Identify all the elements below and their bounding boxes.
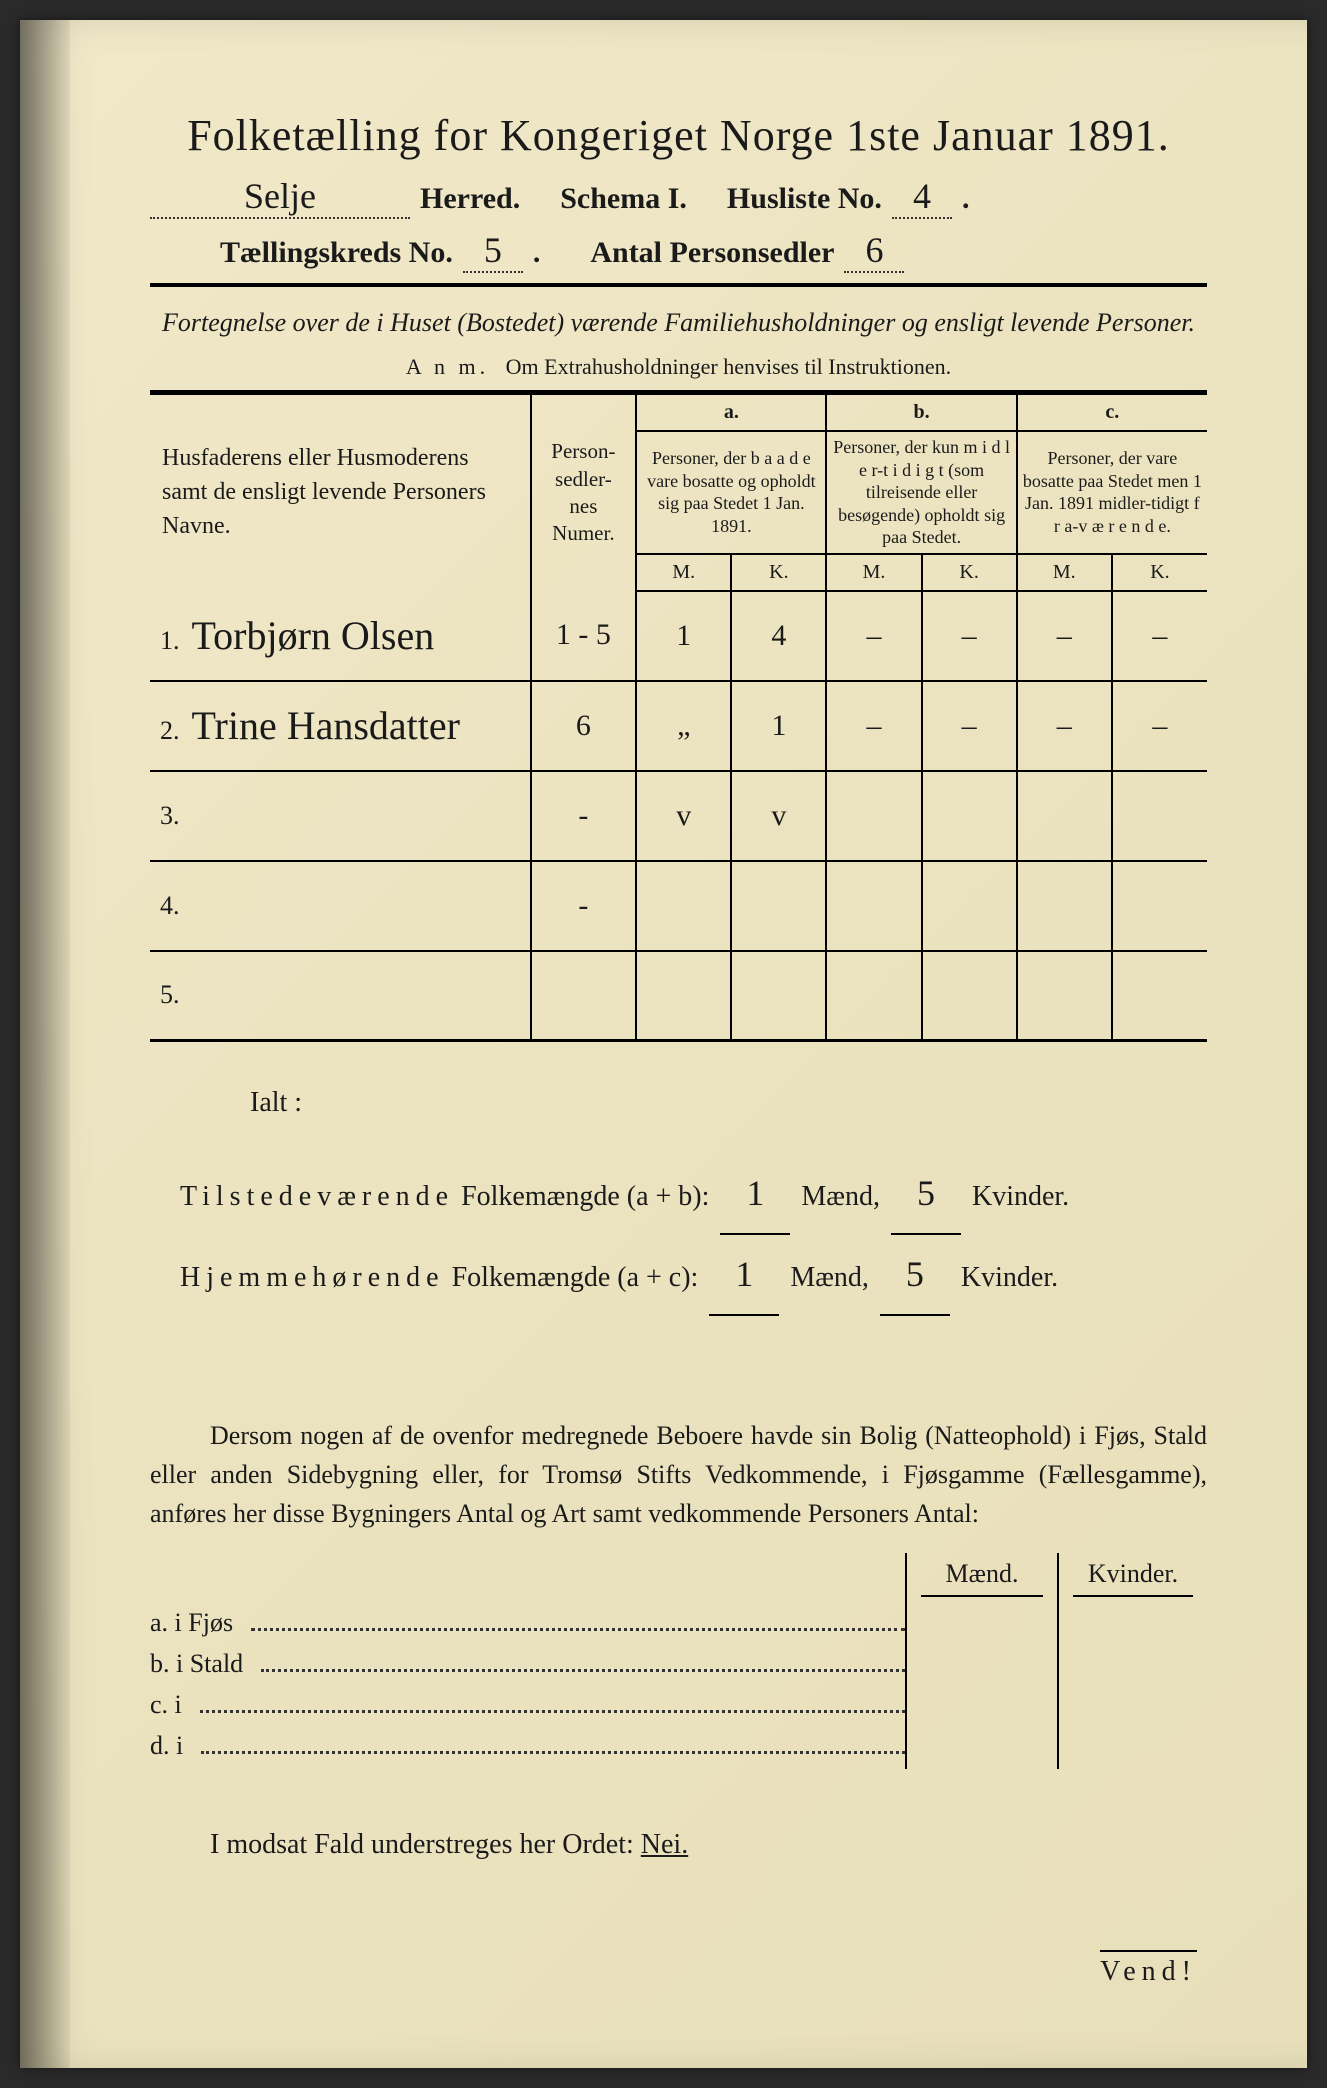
present-men: 1 [720,1154,790,1235]
col-b-text: Personer, der kun m i d l e r-t i d i g … [826,431,1016,554]
building-paragraph: Dersom nogen af de ovenfor medregnede Be… [150,1416,1207,1533]
table-row: 4. - [150,861,1207,951]
col-c-text: Personer, der vare bosatte paa Stedet me… [1017,431,1207,554]
table-row: 1.Torbjørn Olsen 1 - 5 1 4 – – – – [150,591,1207,681]
vend-label: Vend! [1100,1950,1197,1988]
kreds-label: Tællingskreds No. [220,236,453,270]
ialt-label: Ialt : [250,1072,1207,1134]
person-name: Trine Hansdatter [192,703,460,748]
herred-value: Selje [150,175,410,219]
b-k: K. [922,554,1017,591]
building-lines: a. i Fjøs b. i Stald c. i d. i [150,1553,905,1769]
table-row: 5. [150,951,1207,1041]
person-name: Torbjørn Olsen [192,613,435,658]
col-names-header: Husfaderens eller Husmoderens samt de en… [150,393,531,591]
household-table: Husfaderens eller Husmoderens samt de en… [150,390,1207,1042]
present-women: 5 [891,1154,961,1235]
census-form-page: Folketælling for Kongeriget Norge 1ste J… [20,20,1307,2068]
anm-label: A n m. [406,354,489,379]
col-a-text: Personer, der b a a d e vare bosatte og … [636,431,826,554]
summary-line-1: Tilstedeværende Folkemængde (a + b): 1 M… [180,1154,1207,1235]
resident-men: 1 [709,1235,779,1316]
col-b-label: b. [826,393,1016,432]
bldg-row-d: d. i [150,1728,905,1761]
herred-label: Herred. [420,182,520,216]
anm-text: Om Extrahusholdninger henvises til Instr… [506,354,951,379]
a-k: K. [731,554,826,591]
building-block: a. i Fjøs b. i Stald c. i d. i Mænd. Kvi… [150,1553,1207,1769]
c-m: M. [1017,554,1112,591]
husliste-value: 4 [892,175,952,219]
nei-word: Nei. [641,1829,688,1860]
subtitle: Fortegnelse over de i Huset (Bostedet) v… [150,305,1207,340]
col-a-label: a. [636,393,826,432]
kvinder-header: Kvinder. [1073,1559,1193,1597]
header-row-1: Selje Herred. Schema I. Husliste No. 4 . [150,175,1207,219]
table-body: 1.Torbjørn Olsen 1 - 5 1 4 – – – – 2.Tri… [150,591,1207,1041]
summary-block: Ialt : Tilstedeværende Folkemængde (a + … [150,1072,1207,1316]
husliste-label: Husliste No. [727,182,882,216]
table-row: 3. - v v [150,771,1207,861]
header-row-2: Tællingskreds No. 5 . Antal Personsedler… [150,229,1207,273]
a-m: M. [636,554,731,591]
page-title: Folketælling for Kongeriget Norge 1ste J… [150,110,1207,161]
table-row: 2.Trine Hansdatter 6 „ 1 – – – – [150,681,1207,771]
footer-line: I modsat Fald understreges her Ordet: Ne… [150,1829,1207,1861]
divider [150,283,1207,287]
bldg-row-a: a. i Fjøs [150,1605,905,1638]
b-m: M. [826,554,921,591]
anm-line: A n m. Om Extrahusholdninger henvises ti… [150,354,1207,380]
schema-label: Schema I. [560,182,687,216]
antal-value: 6 [844,229,904,273]
bldg-row-c: c. i [150,1687,905,1720]
kreds-value: 5 [463,229,523,273]
col-num-header: Person- sedler- nes Numer. [531,393,637,591]
c-k: K. [1112,554,1207,591]
antal-label: Antal Personsedler [590,236,834,270]
summary-line-2: Hjemmehørende Folkemængde (a + c): 1 Mæn… [180,1235,1207,1316]
bldg-row-b: b. i Stald [150,1646,905,1679]
resident-women: 5 [880,1235,950,1316]
col-c-label: c. [1017,393,1207,432]
maend-header: Mænd. [921,1559,1043,1597]
mk-columns: Mænd. Kvinder. [905,1553,1207,1769]
